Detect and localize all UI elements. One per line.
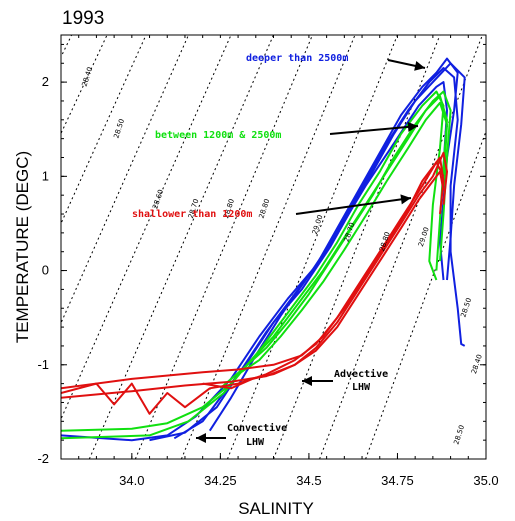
arrow-shaft bbox=[329, 125, 419, 135]
series-line bbox=[61, 161, 445, 415]
arrow-head bbox=[407, 121, 418, 132]
x-tick-label: 34.75 bbox=[381, 473, 414, 488]
isopycnal-label: 28.40 bbox=[470, 353, 484, 375]
arrow-head bbox=[196, 433, 206, 443]
y-tick-label: -2 bbox=[37, 451, 49, 466]
isopycnal-label: 28.60 bbox=[151, 189, 165, 211]
series-line bbox=[61, 57, 459, 442]
annotation-text: Advective bbox=[334, 368, 388, 380]
annotation-text: deeper than 2500m bbox=[246, 53, 348, 64]
arrow-shaft bbox=[295, 197, 412, 215]
annotation-text: Convective bbox=[227, 422, 287, 434]
arrow-head bbox=[414, 60, 425, 71]
series-2 bbox=[61, 151, 448, 415]
y-tick-label: 2 bbox=[42, 74, 49, 89]
isopycnal-line bbox=[319, 35, 483, 459]
isopycnal-label: 28.50 bbox=[112, 118, 126, 140]
x-axis: 34.0 34.25 34.5 34.75 35.0 bbox=[78, 35, 499, 488]
chart-title: 1993 bbox=[62, 8, 104, 29]
series-line bbox=[61, 151, 448, 399]
series-line bbox=[61, 95, 448, 440]
y-tick-label: 0 bbox=[42, 263, 49, 278]
annotation-text: LHW bbox=[352, 382, 371, 393]
arrow-head bbox=[400, 194, 411, 205]
x-axis-title: SALINITY bbox=[238, 499, 314, 518]
x-tick-label: 35.0 bbox=[473, 473, 498, 488]
isopycnal-line bbox=[273, 35, 441, 459]
series-layer bbox=[61, 57, 466, 442]
isopycnal-line bbox=[365, 129, 486, 459]
y-tick-label: -1 bbox=[37, 357, 49, 372]
isopycnal-line bbox=[61, 35, 189, 325]
arrow-head bbox=[302, 376, 312, 386]
y-axis: -2 -1 0 1 2 bbox=[37, 43, 486, 466]
series-line bbox=[219, 90, 452, 390]
series-0 bbox=[61, 57, 466, 442]
annotation-text: between 1200m & 2500m bbox=[155, 130, 281, 141]
x-tick-label: 34.5 bbox=[296, 473, 321, 488]
y-axis-title: TEMPERATURE (DEGC) bbox=[13, 151, 32, 343]
annotation-text: shallower than 1200m bbox=[132, 209, 252, 220]
isopycnal-label: 28.80 bbox=[258, 198, 272, 220]
isopycnal-line bbox=[226, 35, 398, 459]
y-tick-label: 1 bbox=[42, 168, 49, 183]
x-tick-label: 34.25 bbox=[204, 473, 237, 488]
x-tick-label: 34.0 bbox=[119, 473, 144, 488]
annotations: deeper than 2500m between 1200m & 2500m sh… bbox=[132, 53, 426, 448]
series-line bbox=[202, 170, 445, 390]
series-line bbox=[237, 101, 448, 376]
isopycnal-line bbox=[88, 35, 274, 459]
isopycnal-label: 28.40 bbox=[81, 66, 95, 88]
annotation-text: LHW bbox=[246, 437, 265, 448]
series-line bbox=[173, 62, 466, 440]
isopycnal-line bbox=[61, 35, 108, 135]
isopycnal-label: 28.50 bbox=[452, 424, 466, 446]
isopycnal-label: 29.00 bbox=[311, 214, 325, 236]
isopycnal-label: 28.50 bbox=[459, 297, 473, 319]
isopycnal-label: 29.00 bbox=[417, 226, 431, 248]
series-1 bbox=[61, 90, 452, 440]
isopycnal-line bbox=[61, 35, 232, 421]
